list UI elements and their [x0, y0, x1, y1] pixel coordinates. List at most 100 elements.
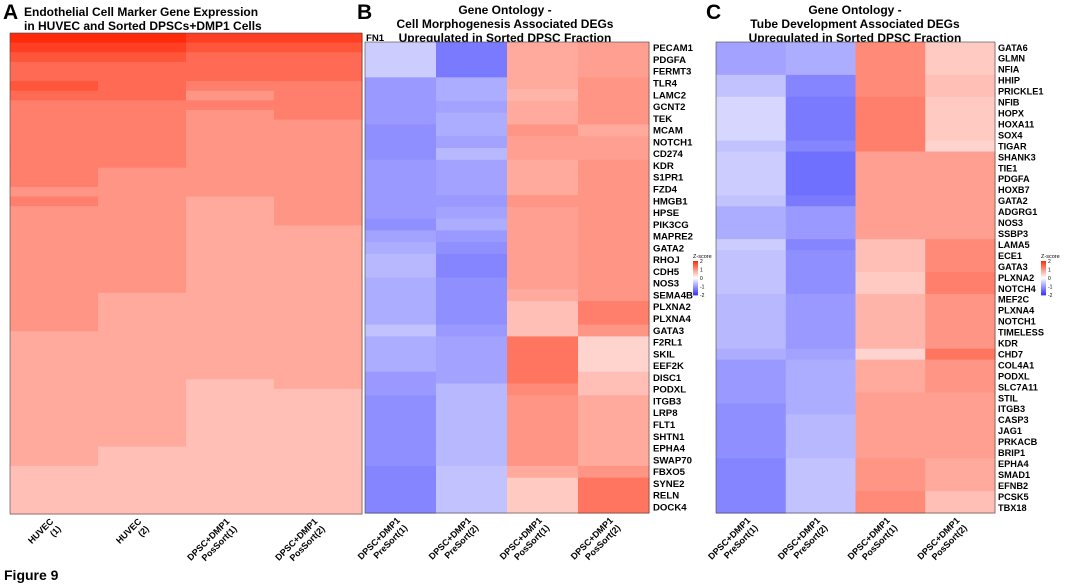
- heatmap-c-row-label: ADGRG1: [998, 207, 1037, 217]
- heatmap-c-cell-GATA2-1: [716, 195, 787, 207]
- heatmap-a-cell-BGN-2: [98, 302, 187, 313]
- heatmap-a-cell-FTL-1: [10, 71, 99, 82]
- panel-a-letter: A: [3, 1, 19, 24]
- heatmap-a-cell-HMGA1-4: [274, 158, 363, 169]
- heatmap-c-cell-NOTCH1-4: [925, 315, 996, 328]
- heatmap-a-cell-HYAL2-4: [274, 225, 363, 236]
- legend-swatch: [693, 278, 698, 280]
- heatmap-a-cell-SPARC-1: [10, 61, 99, 73]
- heatmap-a-cell-MT2A-3: [186, 244, 275, 255]
- heatmap-c-cell-SLC7A11-1: [716, 381, 787, 394]
- heatmap-c-cell-ECE1-2: [785, 250, 857, 262]
- heatmap-a-cell-NQO1-4: [274, 321, 363, 332]
- heatmap-b-cell-FZD4-2: [436, 183, 508, 196]
- heatmap-b-cell-PDGFA-3: [507, 53, 579, 67]
- heatmap-c-row-label: PODXL: [998, 371, 1030, 381]
- heatmap-b-cell-FZD4-4: [578, 183, 650, 196]
- heatmap-a-cell-AKAP12-3: [186, 331, 275, 342]
- heatmap-a-column-label: DPSC+DMP1PosSort(1): [185, 516, 239, 570]
- heatmap-a-cell-CD9-1: [10, 100, 99, 111]
- heatmap-c-cell-STIL-3: [855, 392, 926, 405]
- heatmap-a-cell-BGN-4: [274, 302, 363, 313]
- heatmap-b-cell-EPHA4-1: [365, 442, 437, 455]
- heatmap-c-cell-GATA3-2: [785, 261, 857, 273]
- heatmap-a-cell-EGFL7-3: [186, 408, 275, 419]
- legend-swatch: [1041, 289, 1046, 291]
- heatmap-b-cell-SHTN1-4: [578, 430, 650, 443]
- heatmap-a-cell-HLA-A-1: [10, 456, 99, 467]
- heatmap-b-cell-PDGFA-1: [365, 53, 437, 67]
- heatmap-a-cell-VIM-1: [10, 42, 99, 53]
- legend-tick-label: -1: [700, 285, 705, 291]
- heatmap-c-cell-HOPX-4: [925, 107, 996, 120]
- heatmap-c-cell-PODXL-3: [855, 370, 926, 383]
- heatmap-c-cell-LAMA5-3: [855, 239, 926, 251]
- heatmap-a-cell-THBS1-1: [10, 90, 99, 101]
- legend-swatch: [693, 270, 698, 272]
- heatmap-a-cell-ACTN1-2: [98, 215, 187, 226]
- heatmap-a-cell-ANPEP-1: [10, 138, 99, 150]
- heatmap-b-cell-S1PR1-4: [578, 171, 650, 184]
- heatmap-c-row-label: PDGFA: [998, 174, 1030, 184]
- heatmap-a-cell-CLEC14A-2: [98, 465, 187, 477]
- heatmap-c-cell-NOTCH1-2: [785, 315, 857, 328]
- heatmap-b-cell-SHTN1-3: [507, 430, 579, 443]
- heatmap-a-cell-EGFL7-2: [98, 408, 187, 419]
- heatmap-c-cell-NFIA-4: [925, 63, 996, 76]
- heatmap-a-cell-CDH5-4: [274, 235, 363, 246]
- heatmap-b-cell-DOCK4-4: [578, 501, 650, 514]
- heatmap-a-cell-SRGN-3: [186, 196, 275, 207]
- heatmap-c-cell-HOPX-3: [855, 107, 926, 120]
- heatmap-a-cell-EFEMP1-1: [10, 81, 99, 92]
- heatmap-b-cell-DISC1-3: [507, 371, 579, 385]
- heatmap-a-cell-AKAP12-4: [274, 331, 363, 342]
- heatmap-b-cell-PODXL-2: [436, 383, 508, 396]
- heatmap-c-cell-JAG1-3: [855, 425, 926, 437]
- heatmap-c-cell-NOS3-4: [925, 217, 996, 229]
- heatmap-c-column-label: DPSC+DMP1PreSort(2): [776, 515, 830, 569]
- heatmap-c-row-label: SMAD1: [998, 470, 1030, 480]
- legend-swatch: [1041, 277, 1046, 279]
- heatmap-b-row-label: FERMT3: [653, 67, 691, 78]
- heatmap-c-cell-NOTCH4-4: [925, 282, 996, 295]
- heatmap-b-cell-GATA3-2: [436, 324, 508, 337]
- heatmap-c-cell-JAG1-1: [716, 425, 787, 437]
- heatmap-a-cell-IGFBP7-2: [98, 398, 187, 409]
- heatmap-b-cell-GATA2-1: [365, 242, 437, 255]
- heatmap-a-cell-CAV1-3: [186, 283, 275, 294]
- heatmap-c-cell-JAG1-2: [785, 425, 857, 437]
- heatmap-b-row-label: FBXO5: [653, 467, 686, 478]
- heatmap-c-cell-PLXNA4-2: [785, 304, 857, 317]
- heatmap-a-cell-CD44-4: [274, 360, 363, 371]
- legend-swatch: [1041, 288, 1046, 290]
- heatmap-b-cell-PLXNA2-3: [507, 301, 579, 314]
- legend-swatch: [1041, 266, 1046, 268]
- heatmap-a-cell-VCL-2: [98, 273, 187, 284]
- heatmap-c-row-label: STIL: [998, 393, 1018, 403]
- heatmap-a-cell-ENG-2: [98, 186, 187, 198]
- heatmap-a-cell-TGFBR2-4: [274, 292, 363, 303]
- heatmap-c-cell-GATA2-3: [855, 195, 926, 207]
- heatmap-a-cell-COL4A1-2: [98, 311, 187, 323]
- heatmap-c-cell-EFNB2-3: [855, 480, 926, 492]
- heatmap-c-cell-TBX18-3: [855, 502, 926, 514]
- heatmap-c-cell-TIE1-4: [925, 162, 996, 175]
- heatmap-c-cell-SHANK3-4: [925, 151, 996, 164]
- legend-swatch: [693, 280, 698, 282]
- legend-tick-label: 2: [1048, 259, 1051, 265]
- legend-swatch: [693, 261, 698, 263]
- heatmap-b-cell-FLT1-3: [507, 418, 579, 432]
- heatmap-c-cell-PCSK5-2: [785, 491, 857, 503]
- heatmap-c-cell-NOS3-3: [855, 217, 926, 229]
- heatmap-b-row-label: CDH5: [653, 267, 680, 278]
- heatmap-c-cell-PLXNA4-4: [925, 304, 996, 317]
- heatmap-c-row-label: SSBP3: [998, 229, 1028, 239]
- panel-c-title-line3: Upregulated in Sorted DPSC Fraction: [748, 31, 962, 45]
- heatmap-b-row-label: PDGFA: [653, 55, 686, 66]
- heatmap-a-frame: [9, 32, 363, 515]
- heatmap-a-cell-CD9-2: [98, 100, 187, 111]
- heatmap-c-cell-GLMN-4: [925, 52, 996, 65]
- heatmap-c-cell-CHD7-1: [716, 348, 787, 361]
- panel-a-title-line2: in HUVEC and Sorted DPSCs+DMP1 Cells: [24, 19, 262, 33]
- heatmap-c-cell-TIGAR-4: [925, 140, 996, 153]
